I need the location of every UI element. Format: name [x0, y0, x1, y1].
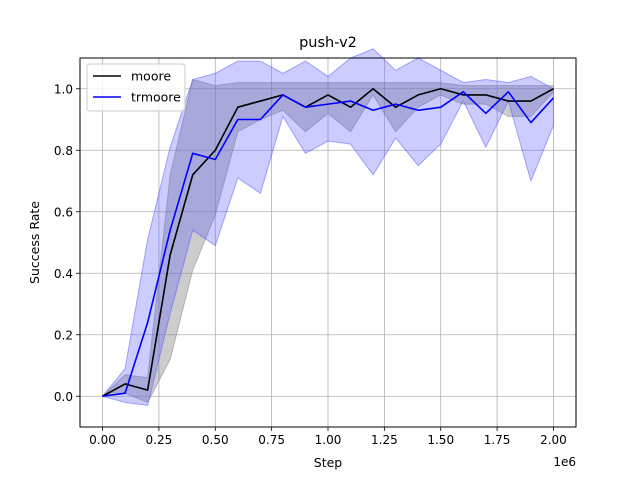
legend-label-trmoore: trmoore — [131, 90, 181, 105]
x-tick-label: 2.00 — [540, 433, 567, 447]
y-tick-label: 0.2 — [54, 328, 73, 342]
y-tick-label: 0.8 — [54, 144, 73, 158]
x-axis-ticks: 0.00 0.25 0.50 0.75 1.00 1.25 1.50 1.75 2.00 — [89, 427, 567, 447]
x-tick-label: 0.00 — [89, 433, 116, 447]
line-trmoore — [102, 91, 555, 398]
y-tick-label: 1.0 — [54, 82, 73, 96]
x-axis-offset-label: 1e6 — [553, 455, 576, 469]
legend-label-moore: moore — [131, 69, 171, 84]
x-tick-label: 0.25 — [146, 433, 173, 447]
y-axis-ticks: 0.0 0.2 0.4 0.6 0.8 1.0 — [54, 82, 80, 404]
y-axis-label: Success Rate — [27, 201, 42, 284]
x-tick-label: 1.00 — [315, 433, 342, 447]
y-tick-label: 0.4 — [54, 267, 73, 281]
grid — [80, 58, 576, 427]
band-trmoore — [101, 48, 554, 407]
x-tick-label: 1.50 — [427, 433, 454, 447]
line-moore — [102, 87, 554, 397]
x-tick-label: 0.75 — [258, 433, 285, 447]
x-tick-label: 1.75 — [484, 433, 511, 447]
legend: moore trmoore — [86, 63, 186, 112]
x-tick-label: 1.25 — [371, 433, 398, 447]
x-axis-label: Step — [314, 455, 343, 470]
y-tick-label: 0.6 — [54, 205, 73, 219]
series-lines — [102, 87, 555, 398]
y-tick-label: 0.0 — [54, 390, 73, 404]
x-tick-label: 0.50 — [202, 433, 229, 447]
chart-title: push-v2 — [299, 35, 357, 51]
